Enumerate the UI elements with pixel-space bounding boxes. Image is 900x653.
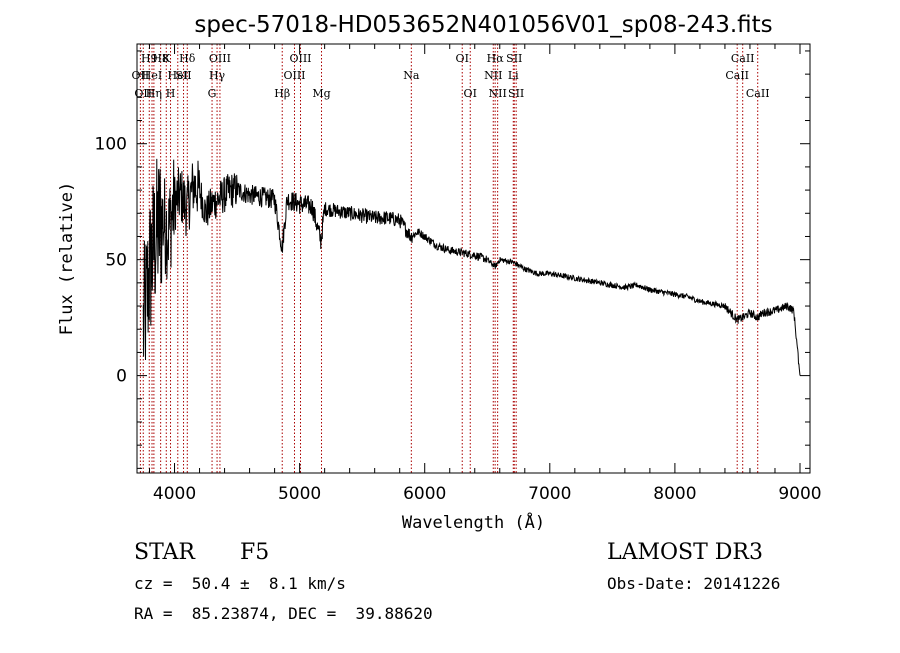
- spectral-line-label: H9: [141, 52, 158, 65]
- survey-name: LAMOST DR3: [607, 540, 763, 565]
- x-tick-label: 8000: [653, 484, 696, 504]
- obs-date: Obs-Date: 20141226: [607, 574, 781, 593]
- spectral-line-label: SII: [508, 87, 524, 100]
- spectral-line-label: NII: [484, 69, 502, 82]
- y-axis-label: Flux (relative): [57, 182, 77, 336]
- spectral-line-label: OII: [132, 69, 150, 82]
- x-tick-label: 7000: [528, 484, 571, 504]
- spectral-line-label: OIII: [289, 52, 311, 65]
- spectral-line-label: OIII: [209, 52, 231, 65]
- x-tick-label: 9000: [778, 484, 821, 504]
- x-tick-label: 6000: [403, 484, 446, 504]
- spectral-line-label: Hβ: [274, 87, 290, 100]
- spectral-line-label: SII: [175, 69, 191, 82]
- spectral-line-label: Hδ: [179, 52, 196, 65]
- spectral-line-label: Hγ: [209, 69, 226, 82]
- spectral-line-label: HeI: [168, 69, 188, 82]
- spectral-line-label: CaII: [725, 69, 749, 82]
- spectral-line-label: G: [208, 87, 217, 100]
- spectral-line-label: Mg: [312, 87, 330, 100]
- spectral-line-label: CaII: [731, 52, 755, 65]
- y-tick-label: 100: [95, 135, 127, 155]
- spectral-line-label: OII: [134, 87, 152, 100]
- spectral-line-label: CaII: [746, 87, 770, 100]
- y-tick-label: 0: [116, 367, 127, 387]
- spectrum-line: [142, 158, 801, 376]
- spectral-line-label: Hη: [146, 87, 162, 100]
- y-tick-label: 50: [105, 251, 127, 271]
- spectral-line-label: K: [162, 52, 171, 65]
- redshift-readout: cz = 50.4 ± 8.1 km/s: [134, 574, 346, 593]
- spectral-line-label: H8: [152, 52, 169, 65]
- coordinates-readout: RA = 85.23874, DEC = 39.88620: [134, 604, 433, 623]
- x-tick-label: 4000: [153, 484, 196, 504]
- spectral-line-label: HeI: [142, 69, 162, 82]
- x-tick-label: 5000: [278, 484, 321, 504]
- spectral-line-label: OIII: [283, 69, 305, 82]
- spectral-line-label: Hα: [487, 52, 505, 65]
- object-subclass: F5: [240, 540, 270, 565]
- spectral-line-label: Li: [508, 69, 519, 82]
- chart-title: spec-57018-HD053652N401056V01_sp08-243.f…: [194, 12, 772, 38]
- spectral-line-label: H: [166, 87, 176, 100]
- spectral-line-label: OI: [464, 87, 477, 100]
- spectral-line-label: NII: [488, 87, 506, 100]
- spectral-line-label: SII: [506, 52, 522, 65]
- spectral-line-label: Na: [403, 69, 420, 82]
- spectral-line-label: OI: [456, 52, 469, 65]
- x-axis-label: Wavelength (Å): [402, 511, 545, 533]
- plot-frame: [136, 43, 811, 474]
- object-class: STAR: [134, 540, 195, 565]
